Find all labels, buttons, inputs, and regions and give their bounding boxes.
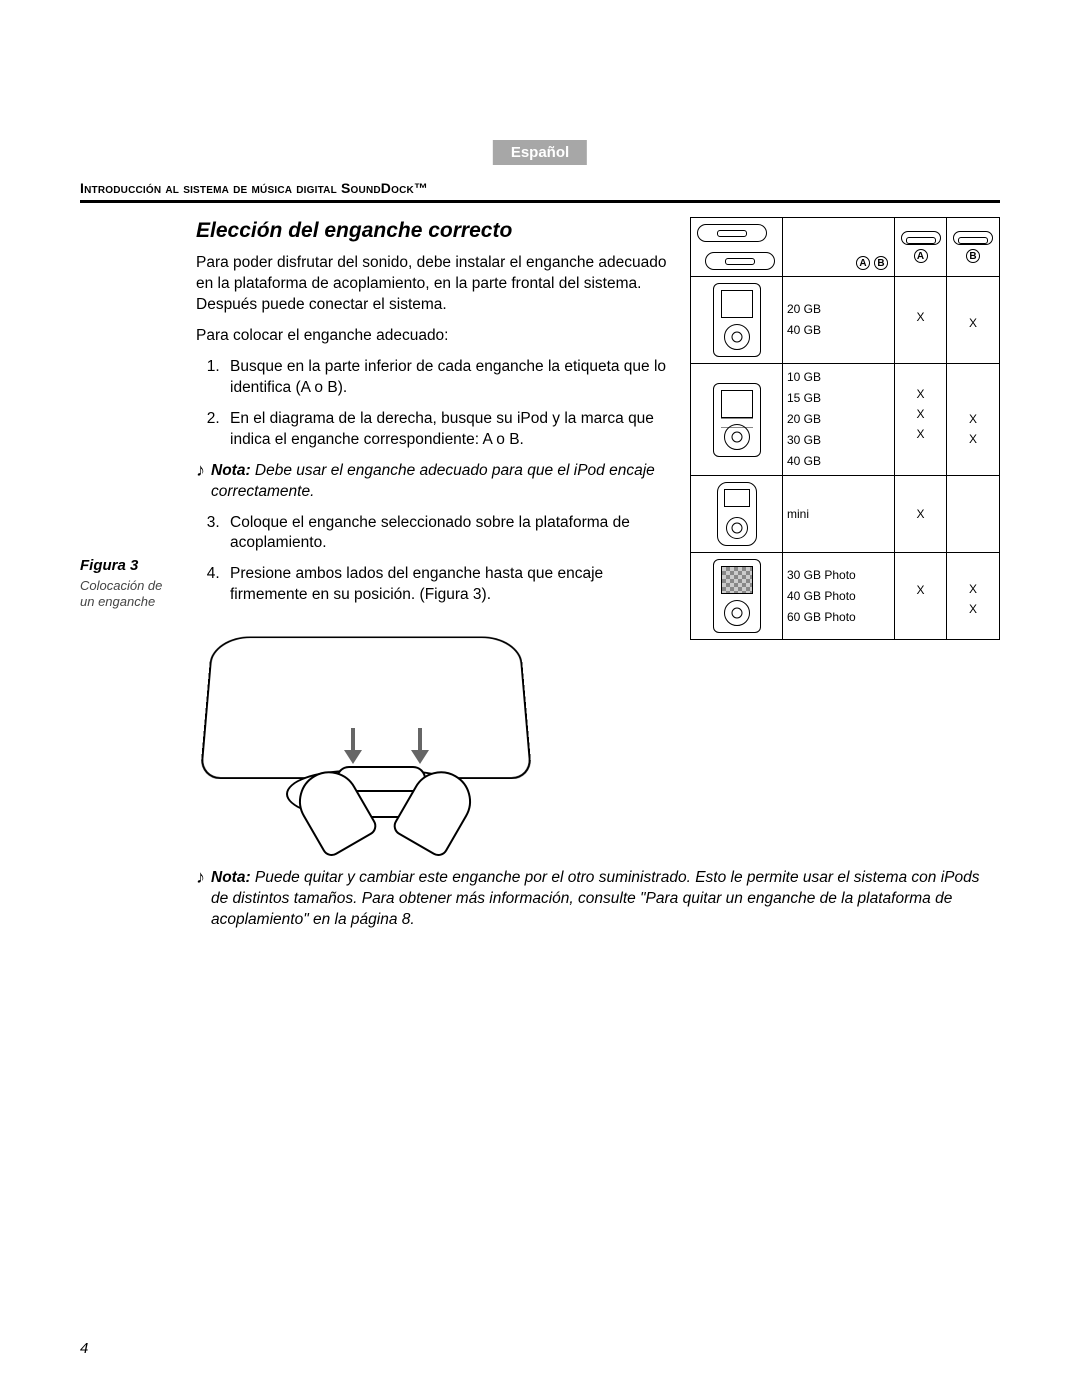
ipod-classic-icon (713, 283, 761, 357)
music-note-icon: ♪ (196, 868, 205, 886)
mark: X (899, 507, 942, 521)
badge-a: A (856, 256, 870, 270)
step-item: Coloque el enganche seleccionado sobre l… (224, 513, 674, 555)
figure-3-illustration (196, 620, 576, 850)
note-body: Puede quitar y cambiar este enganche por… (211, 869, 979, 928)
header-col-a: A (895, 218, 947, 276)
ipod-mini-icon (717, 482, 757, 546)
mark: X (951, 412, 995, 426)
capacity-value: 40 GB (787, 323, 890, 338)
lead-in: Para colocar el enganche adecuado: (196, 326, 674, 347)
down-arrow-icon (344, 728, 362, 766)
steps-list-2: Coloque el enganche seleccionado sobre l… (224, 513, 674, 607)
mark: X (951, 602, 995, 616)
col-a-cell: X (895, 277, 947, 363)
note-1: ♪ Nota: Debe usar el enganche adecuado p… (196, 461, 674, 503)
mark: X (899, 387, 942, 401)
header-inserts-cell (691, 218, 783, 276)
col-b-cell: X (947, 277, 999, 363)
mark: X (951, 316, 995, 330)
table-header-row: A B A B (691, 218, 999, 277)
dock-insert-a-icon (901, 231, 941, 245)
header-badges-cell: A B (783, 218, 895, 276)
badge-b: B (874, 256, 888, 270)
capacity-value: 15 GB (787, 391, 890, 406)
device-cell (691, 364, 783, 475)
ipod-photo-icon (713, 559, 761, 633)
badge-b: B (966, 249, 980, 263)
intro-paragraph: Para poder disfrutar del sonido, debe in… (196, 253, 674, 316)
capacity-value: 60 GB Photo (787, 610, 890, 625)
capacity-value: 30 GB (787, 433, 890, 448)
mark: X (951, 582, 995, 596)
note-2-text: Nota: Puede quitar y cambiar este enganc… (211, 868, 1000, 931)
header-col-b: B (947, 218, 999, 276)
table-row: mini X (691, 476, 999, 553)
figure-caption: Colocación de un enganche (80, 578, 180, 611)
step-item: En el diagrama de la derecha, busque su … (224, 409, 674, 451)
dock-inserts-icon (697, 224, 775, 270)
compatibility-table: A B A B (690, 217, 1000, 640)
note-2: ♪ Nota: Puede quitar y cambiar este enga… (196, 868, 1000, 931)
steps-list-1: Busque en la parte inferior de cada enga… (224, 357, 674, 451)
mark: X (951, 432, 995, 446)
page-title: Elección del enganche correcto (196, 217, 674, 245)
content-row: Figura 3 Colocación de un enganche Elecc… (80, 217, 1000, 850)
capacity-value: 40 GB (787, 454, 890, 469)
table-row: 20 GB 40 GB X X (691, 277, 999, 364)
capacity-value: 40 GB Photo (787, 589, 890, 604)
section-header: Introducción al sistema de música digita… (80, 180, 1000, 203)
section-header-tm: ™ (414, 180, 428, 196)
language-tab: Español (493, 140, 587, 165)
main-text-column: Elección del enganche correcto Para pode… (196, 217, 674, 850)
table-row: 30 GB Photo 40 GB Photo 60 GB Photo X X … (691, 553, 999, 639)
page-number: 4 (80, 1340, 88, 1357)
device-cell (691, 277, 783, 363)
step-item: Presione ambos lados del enganche hasta … (224, 564, 674, 606)
table-row: 10 GB 15 GB 20 GB 30 GB 40 GB X X X (691, 364, 999, 476)
note-1-text: Nota: Debe usar el enganche adecuado par… (211, 461, 674, 503)
col-b-cell: X X (947, 553, 999, 639)
section-header-brand: SoundDock (341, 180, 414, 196)
col-b-cell (947, 476, 999, 552)
section-header-pre: Introducción al sistema de música digita… (80, 180, 341, 196)
mark: X (899, 407, 942, 421)
capacity-cell: 20 GB 40 GB (783, 277, 895, 363)
col-a-cell: X X X (895, 364, 947, 475)
capacity-value: 10 GB (787, 370, 890, 385)
capacity-value: mini (787, 507, 890, 522)
note-label: Nota: (211, 462, 251, 479)
note-body: Debe usar el enganche adecuado para que … (211, 462, 655, 500)
col-a-cell: X (895, 553, 947, 639)
capacity-cell: 30 GB Photo 40 GB Photo 60 GB Photo (783, 553, 895, 639)
capacity-cell: mini (783, 476, 895, 552)
col-b-cell: X X (947, 364, 999, 475)
down-arrow-icon (411, 728, 429, 766)
capacity-cell: 10 GB 15 GB 20 GB 30 GB 40 GB (783, 364, 895, 475)
badge-a: A (914, 249, 928, 263)
capacity-value: 30 GB Photo (787, 568, 890, 583)
music-note-icon: ♪ (196, 461, 205, 479)
speaker-outline (200, 637, 533, 780)
col-a-cell: X (895, 476, 947, 552)
device-cell (691, 553, 783, 639)
compatibility-table-column: A B A B (690, 217, 1000, 850)
capacity-value: 20 GB (787, 412, 890, 427)
note-label: Nota: (211, 869, 251, 886)
mark: X (899, 427, 942, 441)
dock-insert-b-icon (953, 231, 993, 245)
device-cell (691, 476, 783, 552)
mark: X (899, 310, 942, 324)
figure-label-column: Figura 3 Colocación de un enganche (80, 217, 180, 850)
step-item: Busque en la parte inferior de cada enga… (224, 357, 674, 399)
ipod-buttons-icon (713, 383, 761, 457)
figure-label: Figura 3 (80, 557, 180, 574)
mark: X (899, 583, 942, 597)
capacity-value: 20 GB (787, 302, 890, 317)
